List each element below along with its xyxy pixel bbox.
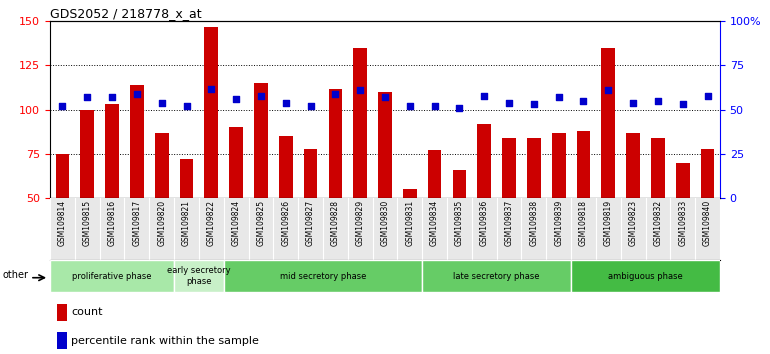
Bar	[577, 131, 591, 198]
Bar	[174, 260, 224, 292]
Point	[205, 86, 217, 91]
Text: GSM109835: GSM109835	[455, 200, 464, 246]
Text: GSM109821: GSM109821	[182, 200, 191, 246]
Point	[503, 100, 515, 105]
Bar	[422, 260, 571, 292]
Text: GSM109814: GSM109814	[58, 200, 67, 246]
Point	[180, 103, 192, 109]
Point	[602, 87, 614, 93]
Bar	[279, 136, 293, 198]
Text: GSM109826: GSM109826	[281, 200, 290, 246]
Bar	[676, 163, 690, 198]
Text: other: other	[2, 269, 28, 280]
Bar	[155, 133, 169, 198]
Bar	[403, 189, 417, 198]
Text: proliferative phase: proliferative phase	[72, 272, 152, 281]
Bar	[229, 127, 243, 198]
Bar	[57, 304, 67, 321]
Point	[81, 95, 93, 100]
Bar	[477, 124, 491, 198]
Point	[280, 100, 292, 105]
Text: GSM109833: GSM109833	[678, 200, 688, 246]
Point	[553, 95, 565, 100]
Text: GSM109820: GSM109820	[157, 200, 166, 246]
Bar	[179, 159, 193, 198]
Text: GSM109819: GSM109819	[604, 200, 613, 246]
Text: GSM109817: GSM109817	[132, 200, 142, 246]
Text: GSM109831: GSM109831	[405, 200, 414, 246]
Text: early secretory
phase: early secretory phase	[167, 267, 231, 286]
Text: GSM109839: GSM109839	[554, 200, 563, 246]
Text: GSM109815: GSM109815	[82, 200, 92, 246]
Point	[701, 93, 714, 98]
Text: late secretory phase: late secretory phase	[454, 272, 540, 281]
Text: GSM109830: GSM109830	[380, 200, 390, 246]
Text: GSM109834: GSM109834	[430, 200, 439, 246]
Point	[428, 103, 440, 109]
Bar	[428, 150, 441, 198]
Point	[304, 103, 316, 109]
Text: GSM109827: GSM109827	[306, 200, 315, 246]
Point	[56, 103, 69, 109]
Bar	[353, 48, 367, 198]
Text: GDS2052 / 218778_x_at: GDS2052 / 218778_x_at	[50, 7, 202, 20]
Bar	[552, 133, 565, 198]
Point	[627, 100, 639, 105]
Text: ambiguous phase: ambiguous phase	[608, 272, 683, 281]
Point	[379, 95, 391, 100]
Bar	[55, 154, 69, 198]
Bar	[329, 88, 342, 198]
Point	[677, 102, 689, 107]
Text: GSM109832: GSM109832	[654, 200, 662, 246]
Bar	[205, 27, 218, 198]
Text: count: count	[72, 308, 103, 318]
Bar	[527, 138, 541, 198]
Bar	[105, 104, 119, 198]
Point	[527, 102, 540, 107]
Text: GSM109822: GSM109822	[207, 200, 216, 246]
Point	[478, 93, 490, 98]
Bar	[626, 133, 640, 198]
Text: GSM109837: GSM109837	[504, 200, 514, 246]
Bar	[50, 260, 174, 292]
Bar	[80, 110, 94, 198]
Point	[454, 105, 466, 111]
Point	[230, 96, 243, 102]
Bar	[130, 85, 144, 198]
Text: GSM109828: GSM109828	[331, 200, 340, 246]
Bar	[57, 332, 67, 349]
Bar	[502, 138, 516, 198]
Bar	[378, 92, 392, 198]
Text: mid secretory phase: mid secretory phase	[280, 272, 367, 281]
Text: GSM109816: GSM109816	[108, 200, 116, 246]
Text: GSM109825: GSM109825	[256, 200, 266, 246]
Bar	[224, 260, 422, 292]
Point	[330, 91, 342, 97]
Point	[106, 95, 119, 100]
Text: GSM109829: GSM109829	[356, 200, 365, 246]
Text: GSM109836: GSM109836	[480, 200, 489, 246]
Text: GSM109838: GSM109838	[529, 200, 538, 246]
Point	[354, 87, 367, 93]
Bar	[453, 170, 467, 198]
Text: GSM109824: GSM109824	[232, 200, 241, 246]
Text: GSM109818: GSM109818	[579, 200, 588, 246]
Point	[403, 103, 416, 109]
Point	[578, 98, 590, 104]
Bar	[701, 149, 715, 198]
Point	[156, 100, 168, 105]
Bar	[601, 48, 615, 198]
Point	[651, 98, 664, 104]
Bar	[651, 138, 665, 198]
Point	[255, 93, 267, 98]
Bar	[303, 149, 317, 198]
Text: GSM109823: GSM109823	[628, 200, 638, 246]
Text: percentile rank within the sample: percentile rank within the sample	[72, 336, 259, 346]
Text: GSM109840: GSM109840	[703, 200, 712, 246]
Bar	[571, 260, 720, 292]
Point	[131, 91, 143, 97]
Bar	[254, 83, 268, 198]
